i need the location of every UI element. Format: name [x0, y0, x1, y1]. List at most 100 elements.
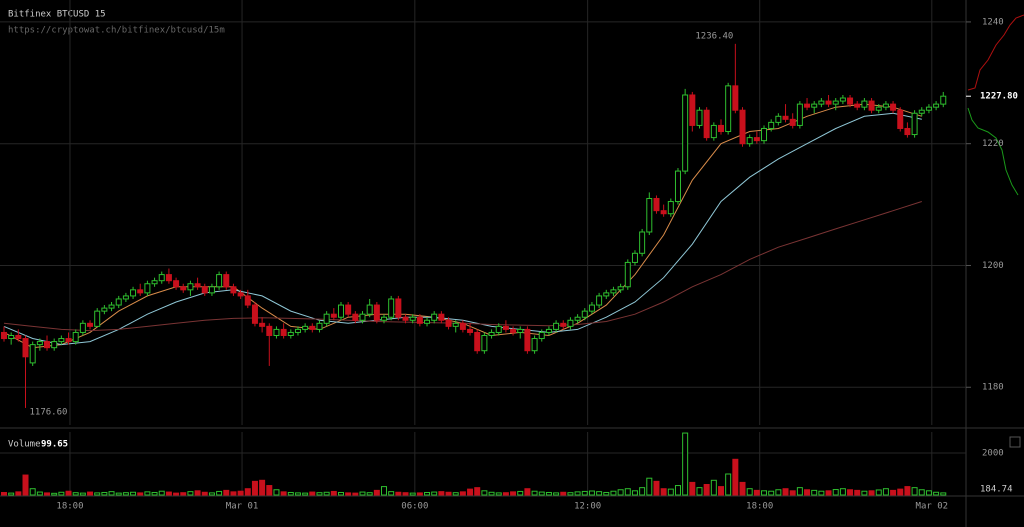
candle-body	[388, 298, 395, 318]
candle-body	[804, 103, 811, 108]
candle-body	[309, 325, 316, 330]
candle-body	[302, 325, 309, 330]
candle-body	[660, 210, 667, 215]
volume-bar	[588, 490, 595, 496]
volume-bar	[316, 492, 323, 496]
x-tick-label: Mar 01	[226, 502, 259, 512]
candle-body	[29, 344, 36, 364]
candle-body	[674, 170, 681, 203]
volume-marker-label: 184.74	[980, 485, 1013, 495]
volume-bar	[244, 488, 251, 496]
candle-body	[560, 322, 567, 327]
volume-bar	[187, 491, 194, 496]
x-tick-label: Mar 02	[916, 502, 949, 512]
volume-bar	[624, 488, 631, 496]
candle-body	[553, 322, 560, 330]
candle-body	[201, 286, 208, 294]
candle-body	[122, 295, 129, 300]
volume-label: Volume	[8, 440, 41, 450]
candle-body	[130, 289, 137, 297]
volume-bar	[789, 490, 796, 496]
volume-bar	[223, 489, 230, 496]
candle-body	[624, 261, 631, 288]
volume-bar	[337, 491, 344, 496]
candle-body	[861, 100, 868, 108]
volume-bar	[459, 491, 466, 496]
volume-bar	[761, 490, 768, 496]
volume-last: 99.65	[41, 440, 68, 450]
candle-body	[72, 331, 79, 343]
candle-body	[352, 313, 359, 321]
volume-bar	[739, 481, 746, 496]
volume-bar	[431, 491, 438, 496]
volume-bar	[696, 487, 703, 496]
candle-body	[108, 304, 115, 309]
volume-bar	[58, 491, 65, 496]
x-tick-label: 18:00	[56, 502, 83, 512]
volume-bar	[266, 485, 273, 496]
candle-body	[230, 286, 237, 294]
volume-bar	[904, 486, 911, 496]
volume-bar	[273, 489, 280, 496]
candle-body	[409, 316, 416, 321]
candle-body	[911, 112, 918, 136]
volume-bar	[294, 492, 301, 496]
candle-body	[459, 322, 466, 330]
candle-body	[366, 304, 373, 315]
volume-bar	[330, 490, 337, 496]
volume-bar	[732, 458, 739, 496]
candle-body	[524, 328, 531, 352]
candle-body	[667, 201, 674, 215]
volume-bar	[560, 491, 567, 496]
candle-body	[639, 231, 646, 254]
y-tick-label: 1180	[982, 383, 1004, 393]
volume-bar	[495, 492, 502, 496]
volume-bar	[682, 432, 689, 496]
candle-body	[8, 334, 15, 340]
volume-bar	[897, 488, 904, 496]
candle-body	[732, 85, 739, 111]
volume-bar	[603, 491, 610, 496]
candle-body	[316, 322, 323, 330]
candle-body	[617, 286, 624, 291]
volume-bar	[345, 492, 352, 496]
volume-bar	[488, 491, 495, 496]
candle-body	[567, 319, 574, 327]
candle-body	[825, 100, 832, 105]
candle-body	[753, 137, 760, 142]
candle-body	[424, 319, 431, 324]
candle-body	[588, 304, 595, 312]
volume-bar	[359, 491, 366, 496]
candle-body	[251, 304, 258, 324]
candle-body	[287, 331, 294, 336]
candle-body	[538, 331, 545, 340]
candle-body	[431, 313, 438, 321]
volume-bar	[287, 491, 294, 496]
candle-body	[940, 95, 947, 105]
candle-body	[746, 137, 753, 145]
candle-body	[481, 334, 488, 352]
volume-tick-label: 2000	[982, 449, 1004, 459]
candle-body	[180, 286, 187, 291]
candle-body	[445, 319, 452, 327]
volume-bar	[875, 489, 882, 496]
volume-bar	[467, 488, 474, 496]
y-tick-label: 1220	[982, 139, 1004, 149]
candle-body	[517, 328, 524, 333]
candle-body	[646, 197, 653, 233]
collapse-button[interactable]	[1009, 436, 1021, 448]
candle-body	[531, 338, 538, 352]
candle-body	[273, 328, 280, 336]
candle-body	[208, 286, 215, 294]
candle-body	[438, 313, 445, 321]
candle-body	[58, 338, 65, 343]
volume-bar	[818, 490, 825, 496]
candle-body	[775, 115, 782, 123]
volume-bar	[22, 474, 29, 496]
candle-body	[768, 121, 775, 129]
volume-bar	[703, 484, 710, 496]
candle-body	[345, 304, 352, 315]
volume-bar	[309, 491, 316, 496]
